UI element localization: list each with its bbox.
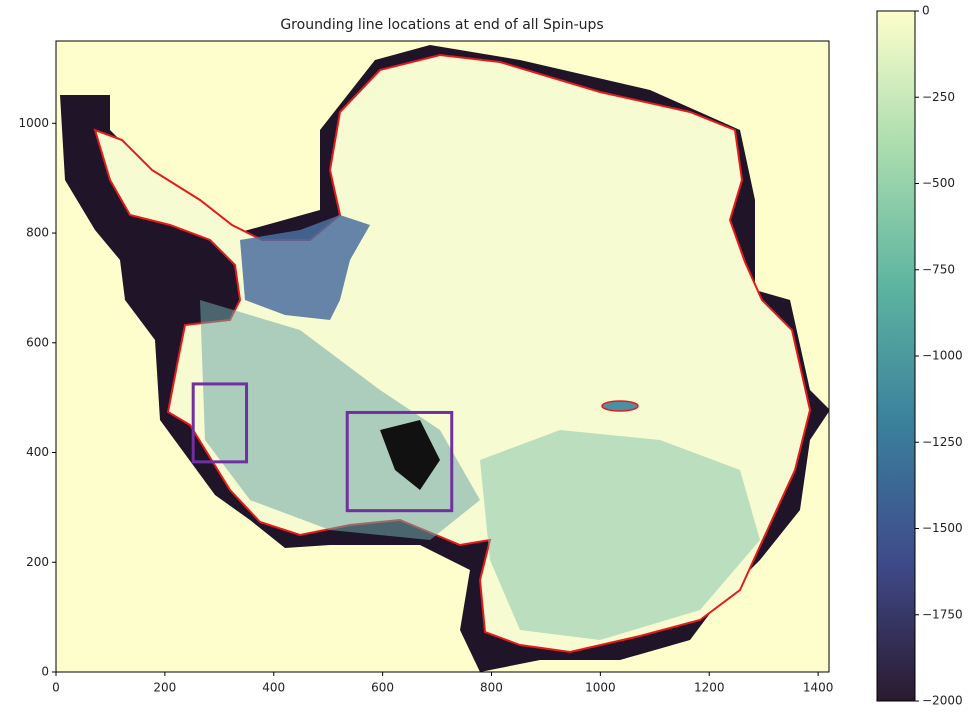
- colorbar-tick-label: −1500: [922, 521, 963, 535]
- y-tick-label: 400: [26, 445, 49, 459]
- lake: [602, 401, 638, 411]
- y-tick-label: 0: [41, 665, 49, 679]
- x-tick-label: 400: [262, 681, 285, 695]
- x-tick-label: 800: [480, 681, 503, 695]
- colorbar-tick-label: −500: [922, 176, 955, 190]
- x-tick-label: 1000: [585, 681, 616, 695]
- x-tick-label: 1400: [803, 681, 834, 695]
- x-tick-label: 0: [52, 681, 60, 695]
- map: [56, 41, 830, 672]
- colorbar-tick-label: −1000: [922, 349, 963, 363]
- colorbar-tick-label: −750: [922, 262, 955, 276]
- colorbar-tick-label: −2000: [922, 694, 963, 708]
- x-tick-label: 600: [371, 681, 394, 695]
- y-tick-label: 1000: [18, 116, 49, 130]
- colorbar: [877, 11, 915, 701]
- y-tick-label: 200: [26, 555, 49, 569]
- chart: Grounding line locations at end of all S…: [0, 0, 972, 711]
- chart-title: Grounding line locations at end of all S…: [280, 17, 603, 33]
- colorbar-tick-label: −1250: [922, 435, 963, 449]
- colorbar-tick-label: −250: [922, 90, 955, 104]
- colorbar-tick-label: 0: [922, 4, 930, 18]
- x-tick-label: 1200: [694, 681, 725, 695]
- y-tick-label: 800: [26, 226, 49, 240]
- x-tick-label: 200: [153, 681, 176, 695]
- y-tick-label: 600: [26, 335, 49, 349]
- colorbar-tick-label: −1750: [922, 607, 963, 621]
